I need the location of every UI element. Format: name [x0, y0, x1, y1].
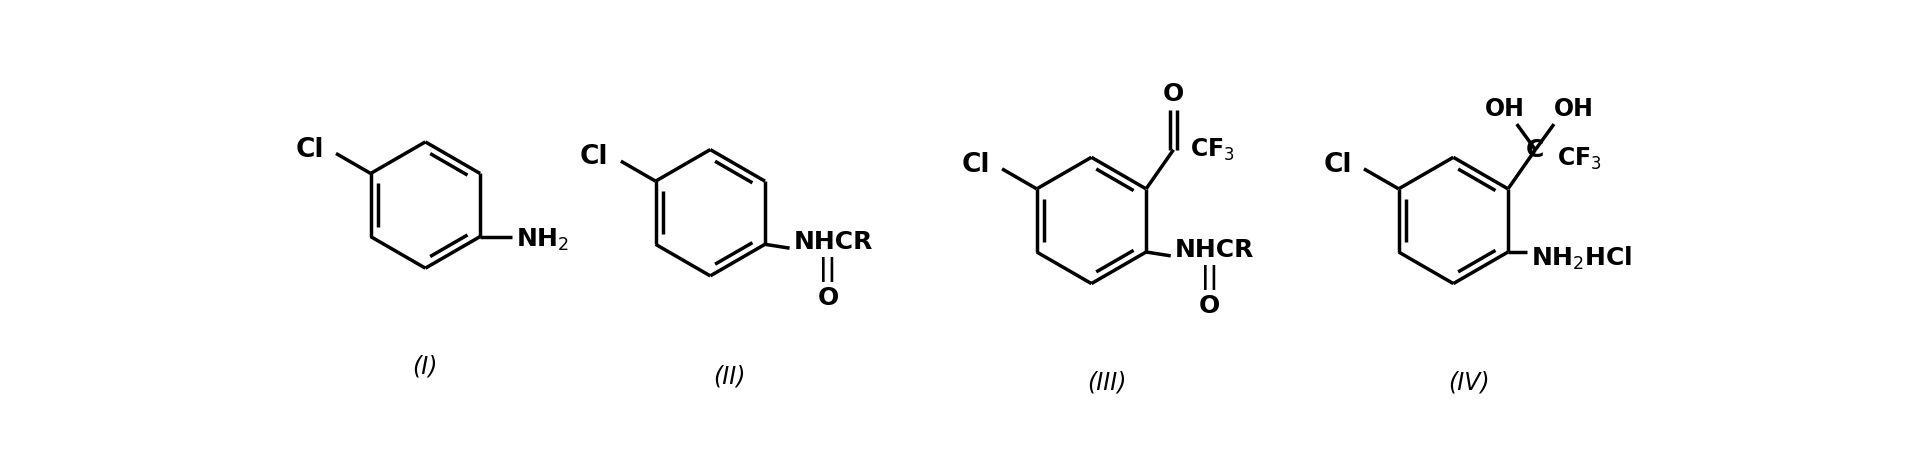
Text: C: C [1526, 138, 1545, 162]
Text: Cl: Cl [295, 137, 324, 163]
Text: (II): (II) [713, 365, 746, 389]
Text: (III): (III) [1087, 370, 1127, 394]
Text: O: O [1164, 83, 1185, 106]
Text: NH$_2$: NH$_2$ [516, 226, 569, 253]
Text: (I): (I) [412, 355, 439, 379]
Text: (IV): (IV) [1447, 370, 1490, 394]
Text: CF$_3$: CF$_3$ [1190, 137, 1235, 163]
Text: OH: OH [1555, 97, 1593, 121]
Text: CF$_3$: CF$_3$ [1557, 146, 1603, 172]
Text: ||: || [819, 257, 836, 282]
Text: Cl: Cl [1323, 152, 1351, 178]
Text: NHCR: NHCR [794, 230, 872, 254]
Text: NHCR: NHCR [1175, 238, 1254, 262]
Text: O: O [817, 286, 840, 310]
Text: OH: OH [1484, 97, 1524, 121]
Text: NH$_2$HCl: NH$_2$HCl [1532, 244, 1631, 272]
Text: ||: || [1200, 265, 1217, 290]
Text: Cl: Cl [581, 144, 608, 170]
Text: Cl: Cl [960, 152, 989, 178]
Text: O: O [1198, 294, 1219, 318]
